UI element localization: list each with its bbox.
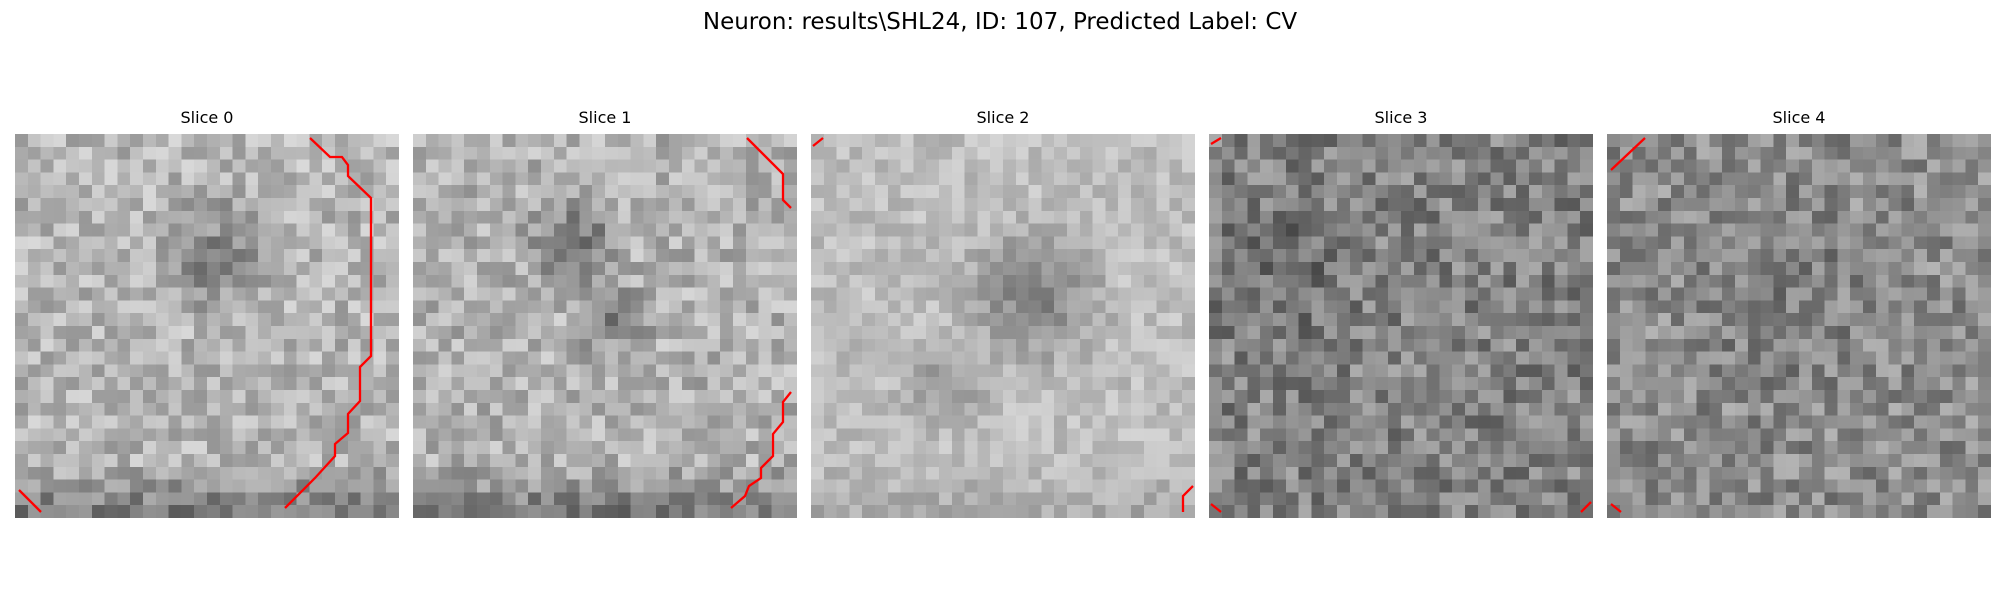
contour-segment [1580,501,1592,513]
slice-panel-0: Slice 0 [15,108,399,526]
roi-contour [1610,137,1646,513]
contour-segment [746,137,792,209]
slice-panel-3: Slice 3 [1209,108,1593,526]
roi-contour [18,137,373,513]
slice-image [811,134,1195,518]
slice-panel-1: Slice 1 [413,108,797,526]
contour-segment [730,391,792,509]
slice-panel-4: Slice 4 [1607,108,1991,526]
contour-segment [1181,485,1194,512]
slice-title: Slice 3 [1374,108,1428,127]
contour-segment [18,489,42,513]
slice-image [1209,134,1593,518]
contour-segment [284,137,373,509]
slice-panel-2: Slice 2 [811,108,1195,526]
slice-title: Slice 2 [976,108,1030,127]
figure-title: Neuron: results\SHL24, ID: 107, Predicte… [702,9,1298,35]
roi-contour [730,137,792,509]
contour-segment [812,137,824,147]
slice-title: Slice 1 [578,108,632,127]
slice-image [1607,134,1991,518]
contour-segment [1610,503,1622,513]
roi-contour [812,137,1194,512]
slice-title: Slice 0 [180,108,234,127]
roi-contour [1210,137,1592,513]
contour-segment [1210,137,1222,145]
contour-segment [1610,137,1646,171]
contour-segment [1210,503,1222,513]
slice-title: Slice 4 [1772,108,1826,127]
slice-image [413,134,797,518]
